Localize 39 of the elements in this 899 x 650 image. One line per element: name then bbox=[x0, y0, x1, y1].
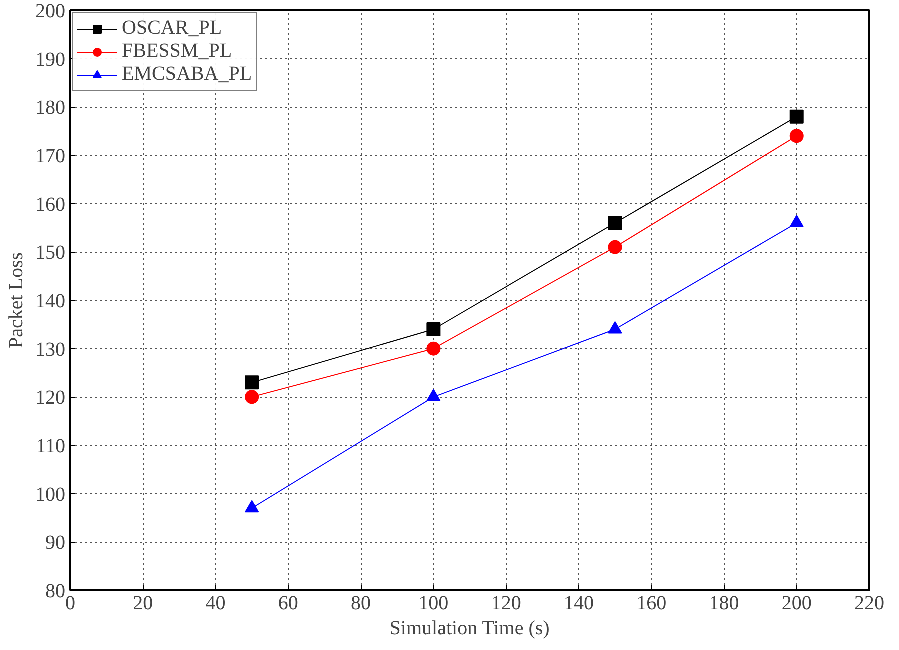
x-tick-label: 100 bbox=[418, 592, 449, 614]
x-tick-label: 160 bbox=[636, 592, 667, 614]
point bbox=[426, 342, 441, 356]
y-tick-label: 130 bbox=[36, 338, 66, 361]
y-tick-label: 120 bbox=[36, 387, 66, 410]
x-tick-label: 180 bbox=[709, 592, 740, 614]
point bbox=[790, 129, 804, 144]
legend-label: FBESSM_PL bbox=[122, 40, 232, 63]
y-axis-title: Packet Loss bbox=[6, 252, 28, 349]
x-axis-title: Simulation Time (s) bbox=[390, 618, 550, 640]
x-tick-label: 80 bbox=[351, 592, 372, 614]
y-tick-label: 110 bbox=[36, 436, 66, 458]
y-tick-label: 160 bbox=[36, 194, 66, 216]
x-tick-label: 0 bbox=[66, 592, 76, 614]
point bbox=[245, 500, 260, 513]
y-tick-label: 90 bbox=[46, 532, 66, 554]
point bbox=[608, 216, 622, 230]
x-tick-label: 120 bbox=[491, 592, 522, 614]
x-tick-label: 140 bbox=[564, 592, 594, 614]
y-tick-label: 190 bbox=[36, 48, 66, 71]
point bbox=[608, 240, 622, 254]
point bbox=[245, 390, 260, 404]
y-tick-label: 180 bbox=[36, 97, 66, 120]
x-tick-label: 40 bbox=[206, 592, 226, 614]
x-tick-label: 60 bbox=[278, 592, 298, 614]
point bbox=[790, 110, 804, 124]
y-tick-label: 150 bbox=[36, 242, 66, 264]
point bbox=[426, 389, 441, 402]
x-tick-label: 220 bbox=[854, 592, 884, 614]
legend-label: OSCAR_PL bbox=[122, 17, 222, 40]
x-tick-label: 20 bbox=[133, 592, 154, 614]
point bbox=[426, 322, 441, 336]
x-tick-label: 200 bbox=[782, 592, 812, 614]
legend-label: EMCSABA_PL bbox=[122, 63, 252, 86]
y-tick-label: 100 bbox=[36, 484, 66, 506]
point bbox=[245, 376, 260, 390]
y-tick-label: 200 bbox=[36, 0, 66, 22]
y-tick-label: 170 bbox=[36, 146, 66, 168]
y-tick-label: 140 bbox=[36, 290, 66, 312]
